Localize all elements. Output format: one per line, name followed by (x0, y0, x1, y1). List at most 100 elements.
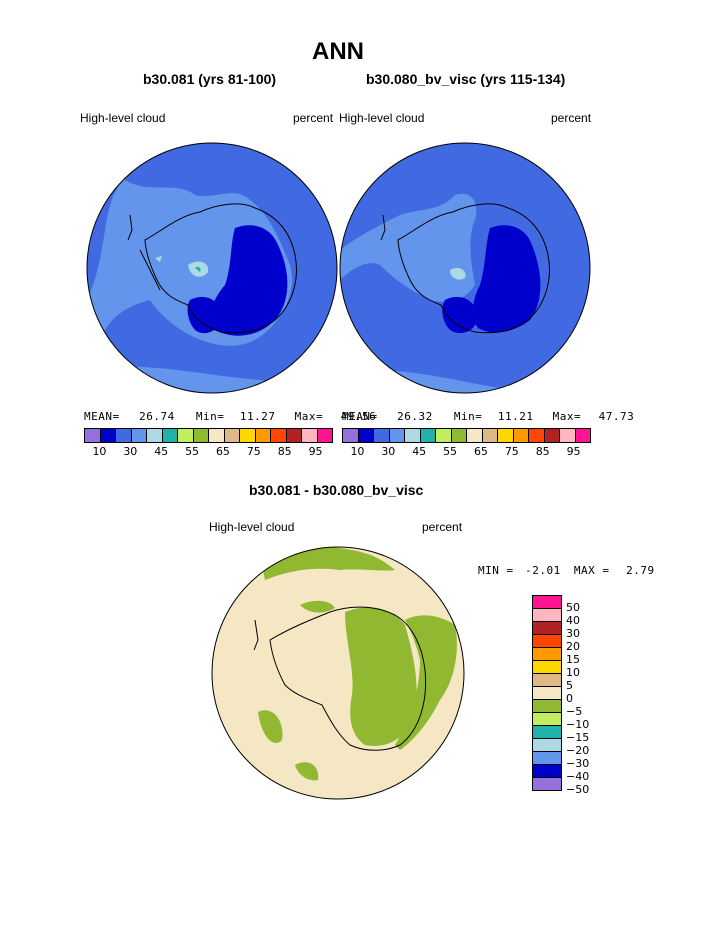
left-stats: MEAN= 26.74 Min= 11.27 Max= 49.56 (84, 410, 376, 423)
colorbar-swatch (100, 429, 116, 442)
right-colorbar (342, 428, 591, 443)
mean-value: 26.32 (397, 410, 433, 423)
diff-colorbar (532, 595, 562, 791)
page-title: ANN (312, 38, 364, 65)
colorbar-swatch (193, 429, 209, 442)
diff-stats: MIN = -2.01 MAX = 2.79 (478, 564, 655, 577)
left-units-label: percent (293, 111, 334, 125)
colorbar-swatch (498, 429, 514, 442)
colorbar-tick-label: −30 (566, 757, 590, 770)
colorbar-swatch (482, 429, 498, 442)
colorbar-tick-label: 0 (566, 692, 573, 705)
colorbar-swatch (533, 609, 561, 622)
colorbar-swatch (529, 429, 545, 442)
right-units-label: percent (551, 111, 592, 125)
diff-colorbar-ticks: 50 40 30 20 15 10 5 0 −5 −10 −15 −20 −30 −40 −50 (566, 595, 606, 805)
colorbar-tick-label: 55 (185, 445, 200, 458)
colorbar-tick-label: 85 (535, 445, 550, 458)
colorbar-swatch (533, 713, 561, 726)
max-label: MAX = (573, 564, 610, 577)
colorbar-tick-label: 50 (566, 601, 580, 614)
colorbar-tick-label: 65 (473, 445, 488, 458)
left-case-title: b30.081 (yrs 81-100) (143, 71, 277, 87)
colorbar-tick-label: −5 (566, 705, 583, 718)
colorbar-swatch (533, 765, 561, 778)
colorbar-tick-label: 10 (566, 666, 580, 679)
colorbar-swatch (85, 429, 101, 442)
min-label: Min= (195, 410, 225, 423)
diff-units-label: percent (422, 520, 463, 534)
colorbar-tick-label: 30 (566, 627, 580, 640)
colorbar-swatch (533, 661, 561, 674)
colorbar-swatch (271, 429, 287, 442)
colorbar-swatch (116, 429, 132, 442)
colorbar-swatch (224, 429, 240, 442)
colorbar-swatch (533, 635, 561, 648)
colorbar-tick-label: 40 (566, 614, 580, 627)
max-value: 47.73 (598, 410, 635, 423)
difference-map (212, 547, 464, 799)
colorbar-swatch (533, 674, 561, 687)
min-label: MIN = (478, 564, 514, 577)
right-case-title: b30.080_bv_visc (yrs 115-134) (366, 71, 566, 87)
colorbar-tick-label: 95 (308, 445, 323, 458)
left-field-label: High-level cloud (80, 111, 166, 125)
left-colorbar-ticks: 10 30 45 55 65 75 85 95 (84, 445, 331, 459)
colorbar-tick-label: 85 (277, 445, 292, 458)
colorbar-swatch (147, 429, 163, 442)
right-colorbar-ticks: 10 30 45 55 65 75 85 95 (342, 445, 589, 459)
colorbar-swatch (533, 622, 561, 635)
colorbar-swatch (467, 429, 483, 442)
colorbar-swatch (358, 429, 374, 442)
colorbar-tick-label: 45 (412, 445, 427, 458)
max-label: Max= (294, 410, 324, 423)
colorbar-swatch (533, 648, 561, 661)
colorbar-swatch (374, 429, 390, 442)
min-value: 11.27 (239, 410, 276, 423)
left-colorbar (84, 428, 333, 443)
mean-value: 26.74 (139, 410, 175, 423)
colorbar-swatch (451, 429, 467, 442)
mean-label: MEAN= (342, 410, 378, 423)
colorbar-tick-label: 45 (154, 445, 169, 458)
colorbar-swatch (533, 752, 561, 765)
colorbar-swatch (560, 429, 576, 442)
colorbar-swatch (255, 429, 271, 442)
colorbar-swatch (533, 700, 561, 713)
max-label: Max= (552, 410, 582, 423)
colorbar-tick-label: 10 (350, 445, 365, 458)
colorbar-swatch (209, 429, 225, 442)
min-label: Min= (453, 410, 483, 423)
colorbar-tick-label: −15 (566, 731, 590, 744)
colorbar-swatch (544, 429, 560, 442)
colorbar-swatch (240, 429, 256, 442)
diff-case-title: b30.081 - b30.080_bv_visc (249, 482, 424, 498)
colorbar-swatch (302, 429, 318, 442)
colorbar-swatch (389, 429, 405, 442)
colorbar-tick-label: −40 (566, 770, 590, 783)
colorbar-tick-label: 30 (123, 445, 138, 458)
colorbar-tick-label: −50 (566, 783, 590, 796)
colorbar-tick-label: 15 (566, 653, 580, 666)
colorbar-tick-label: 30 (381, 445, 396, 458)
colorbar-swatch (533, 596, 561, 609)
colorbar-swatch (436, 429, 452, 442)
right-stats: MEAN= 26.32 Min= 11.21 Max= 47.73 (342, 410, 634, 423)
colorbar-swatch (533, 739, 561, 752)
colorbar-swatch (533, 726, 561, 739)
min-value: -2.01 (525, 564, 561, 577)
colorbar-tick-label: 75 (246, 445, 261, 458)
colorbar-swatch (513, 429, 529, 442)
colorbar-tick-label: 75 (504, 445, 519, 458)
colorbar-swatch (131, 429, 147, 442)
colorbar-swatch (317, 429, 332, 442)
colorbar-swatch (533, 778, 561, 790)
colorbar-swatch (405, 429, 421, 442)
colorbar-swatch (178, 429, 194, 442)
colorbar-tick-label: 10 (92, 445, 107, 458)
colorbar-tick-label: 95 (566, 445, 581, 458)
colorbar-swatch (575, 429, 590, 442)
colorbar-swatch (286, 429, 302, 442)
colorbar-swatch (343, 429, 359, 442)
